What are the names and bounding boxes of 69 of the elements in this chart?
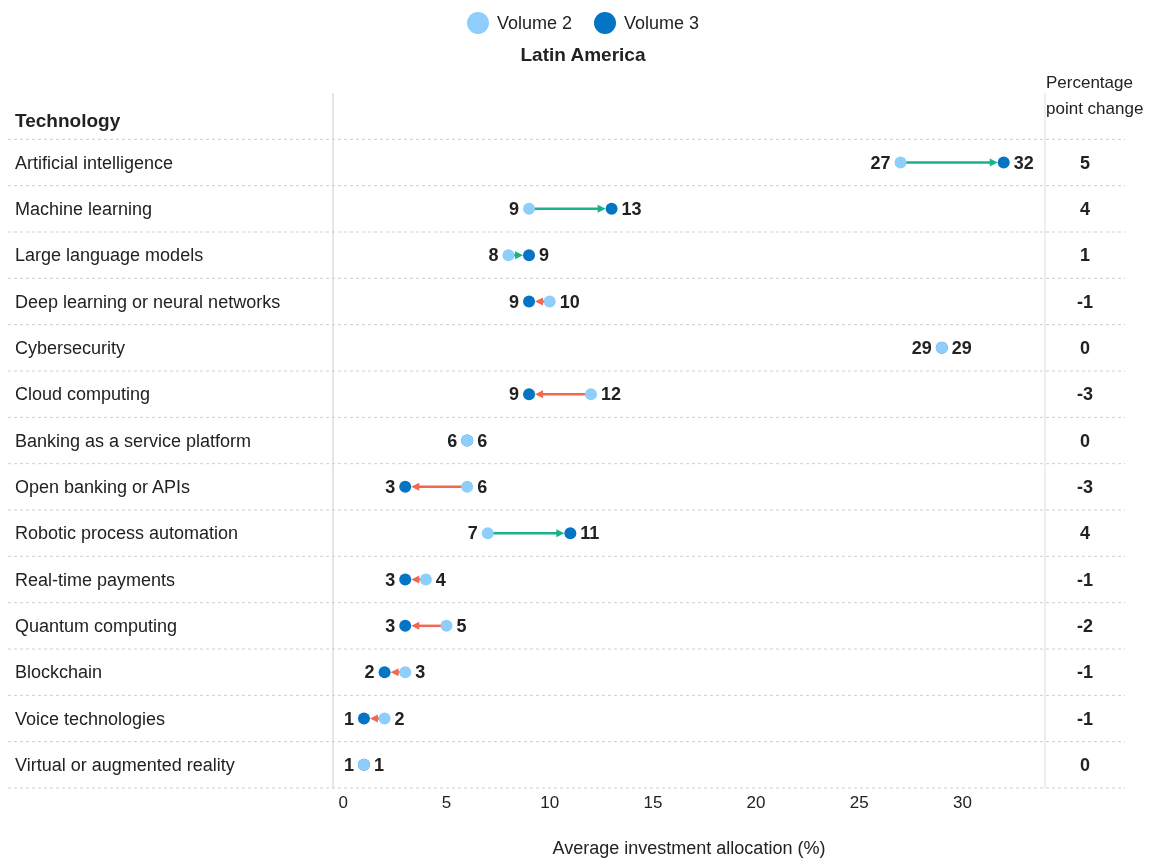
y-tick-label: Cloud computing: [15, 384, 151, 405]
legend-label: Volume 2: [495, 12, 572, 34]
x-tick-label: 5: [441, 793, 452, 813]
y-tick-label: Real-time payments: [15, 569, 176, 590]
data-label: 9: [509, 199, 520, 220]
x-tick-label: 30: [952, 793, 972, 813]
y-tick-label: Machine learning: [15, 199, 153, 220]
y-tick-label: Virtual or augmented reality: [15, 755, 235, 776]
data-label: 1: [343, 708, 354, 729]
data-label: 3: [415, 662, 426, 683]
text: -3: [1076, 384, 1094, 405]
x-tick-label: 20: [746, 793, 766, 813]
data-label: 1: [343, 755, 354, 776]
y-tick-label: Blockchain: [15, 662, 103, 683]
data-label: 11: [580, 523, 600, 544]
chart-title: Latin America: [519, 44, 647, 66]
text: Percentage point change: [1046, 72, 1145, 120]
x-tick-label: 0: [338, 793, 349, 813]
data-label: 6: [447, 430, 458, 451]
text: -1: [1076, 662, 1094, 683]
data-label: 6: [477, 477, 488, 498]
data-label: 29: [951, 338, 972, 359]
text: -1: [1076, 569, 1094, 590]
y-tick-label: Quantum computing: [15, 616, 178, 637]
data-label: 3: [385, 477, 396, 498]
y-tick-label: Banking as a service platform: [15, 430, 252, 451]
y-tick-label: Robotic process automation: [15, 523, 239, 544]
data-label: 9: [539, 245, 550, 266]
text: -3: [1076, 477, 1094, 498]
text: 4: [1079, 199, 1091, 220]
y-tick-label: Cybersecurity: [15, 338, 126, 359]
data-label: 7: [467, 523, 478, 544]
data-label: 32: [1013, 152, 1034, 173]
data-label: 3: [385, 569, 396, 590]
text: 5: [1079, 152, 1091, 173]
text: -1: [1076, 708, 1094, 729]
data-label: 13: [621, 199, 642, 220]
legend-label: Volume 3: [623, 12, 700, 34]
text: 0: [1079, 755, 1091, 776]
x-axis-title: Average investment allocation (%): [552, 838, 826, 858]
data-label: 8: [488, 245, 499, 266]
x-tick-label: 10: [540, 793, 560, 813]
data-label: 29: [911, 338, 932, 359]
text: 0: [1079, 430, 1091, 451]
text: Technology: [15, 110, 121, 132]
text: -2: [1076, 616, 1094, 637]
y-tick-label: Large language models: [15, 245, 204, 266]
y-tick-label: Deep learning or neural networks: [15, 291, 281, 312]
data-label: 1: [373, 755, 384, 776]
y-tick-label: Open banking or APIs: [15, 477, 191, 498]
text: 1: [1079, 245, 1091, 266]
data-label: 12: [600, 384, 621, 405]
data-label: 5: [456, 616, 467, 637]
data-label: 2: [364, 662, 375, 683]
data-label: 27: [870, 152, 891, 173]
data-label: 2: [394, 708, 405, 729]
data-label: 9: [509, 291, 520, 312]
text: 0: [1079, 338, 1091, 359]
data-label: 10: [559, 291, 580, 312]
x-tick-label: 25: [849, 793, 869, 813]
data-label: 6: [477, 430, 488, 451]
text: -1: [1076, 291, 1094, 312]
y-tick-label: Artificial intelligence: [15, 152, 174, 173]
y-tick-label: Voice technologies: [15, 708, 166, 729]
data-label: 3: [385, 616, 396, 637]
x-tick-label: 15: [643, 793, 663, 813]
data-label: 4: [435, 569, 446, 590]
data-label: 9: [509, 384, 520, 405]
text: 4: [1079, 523, 1091, 544]
